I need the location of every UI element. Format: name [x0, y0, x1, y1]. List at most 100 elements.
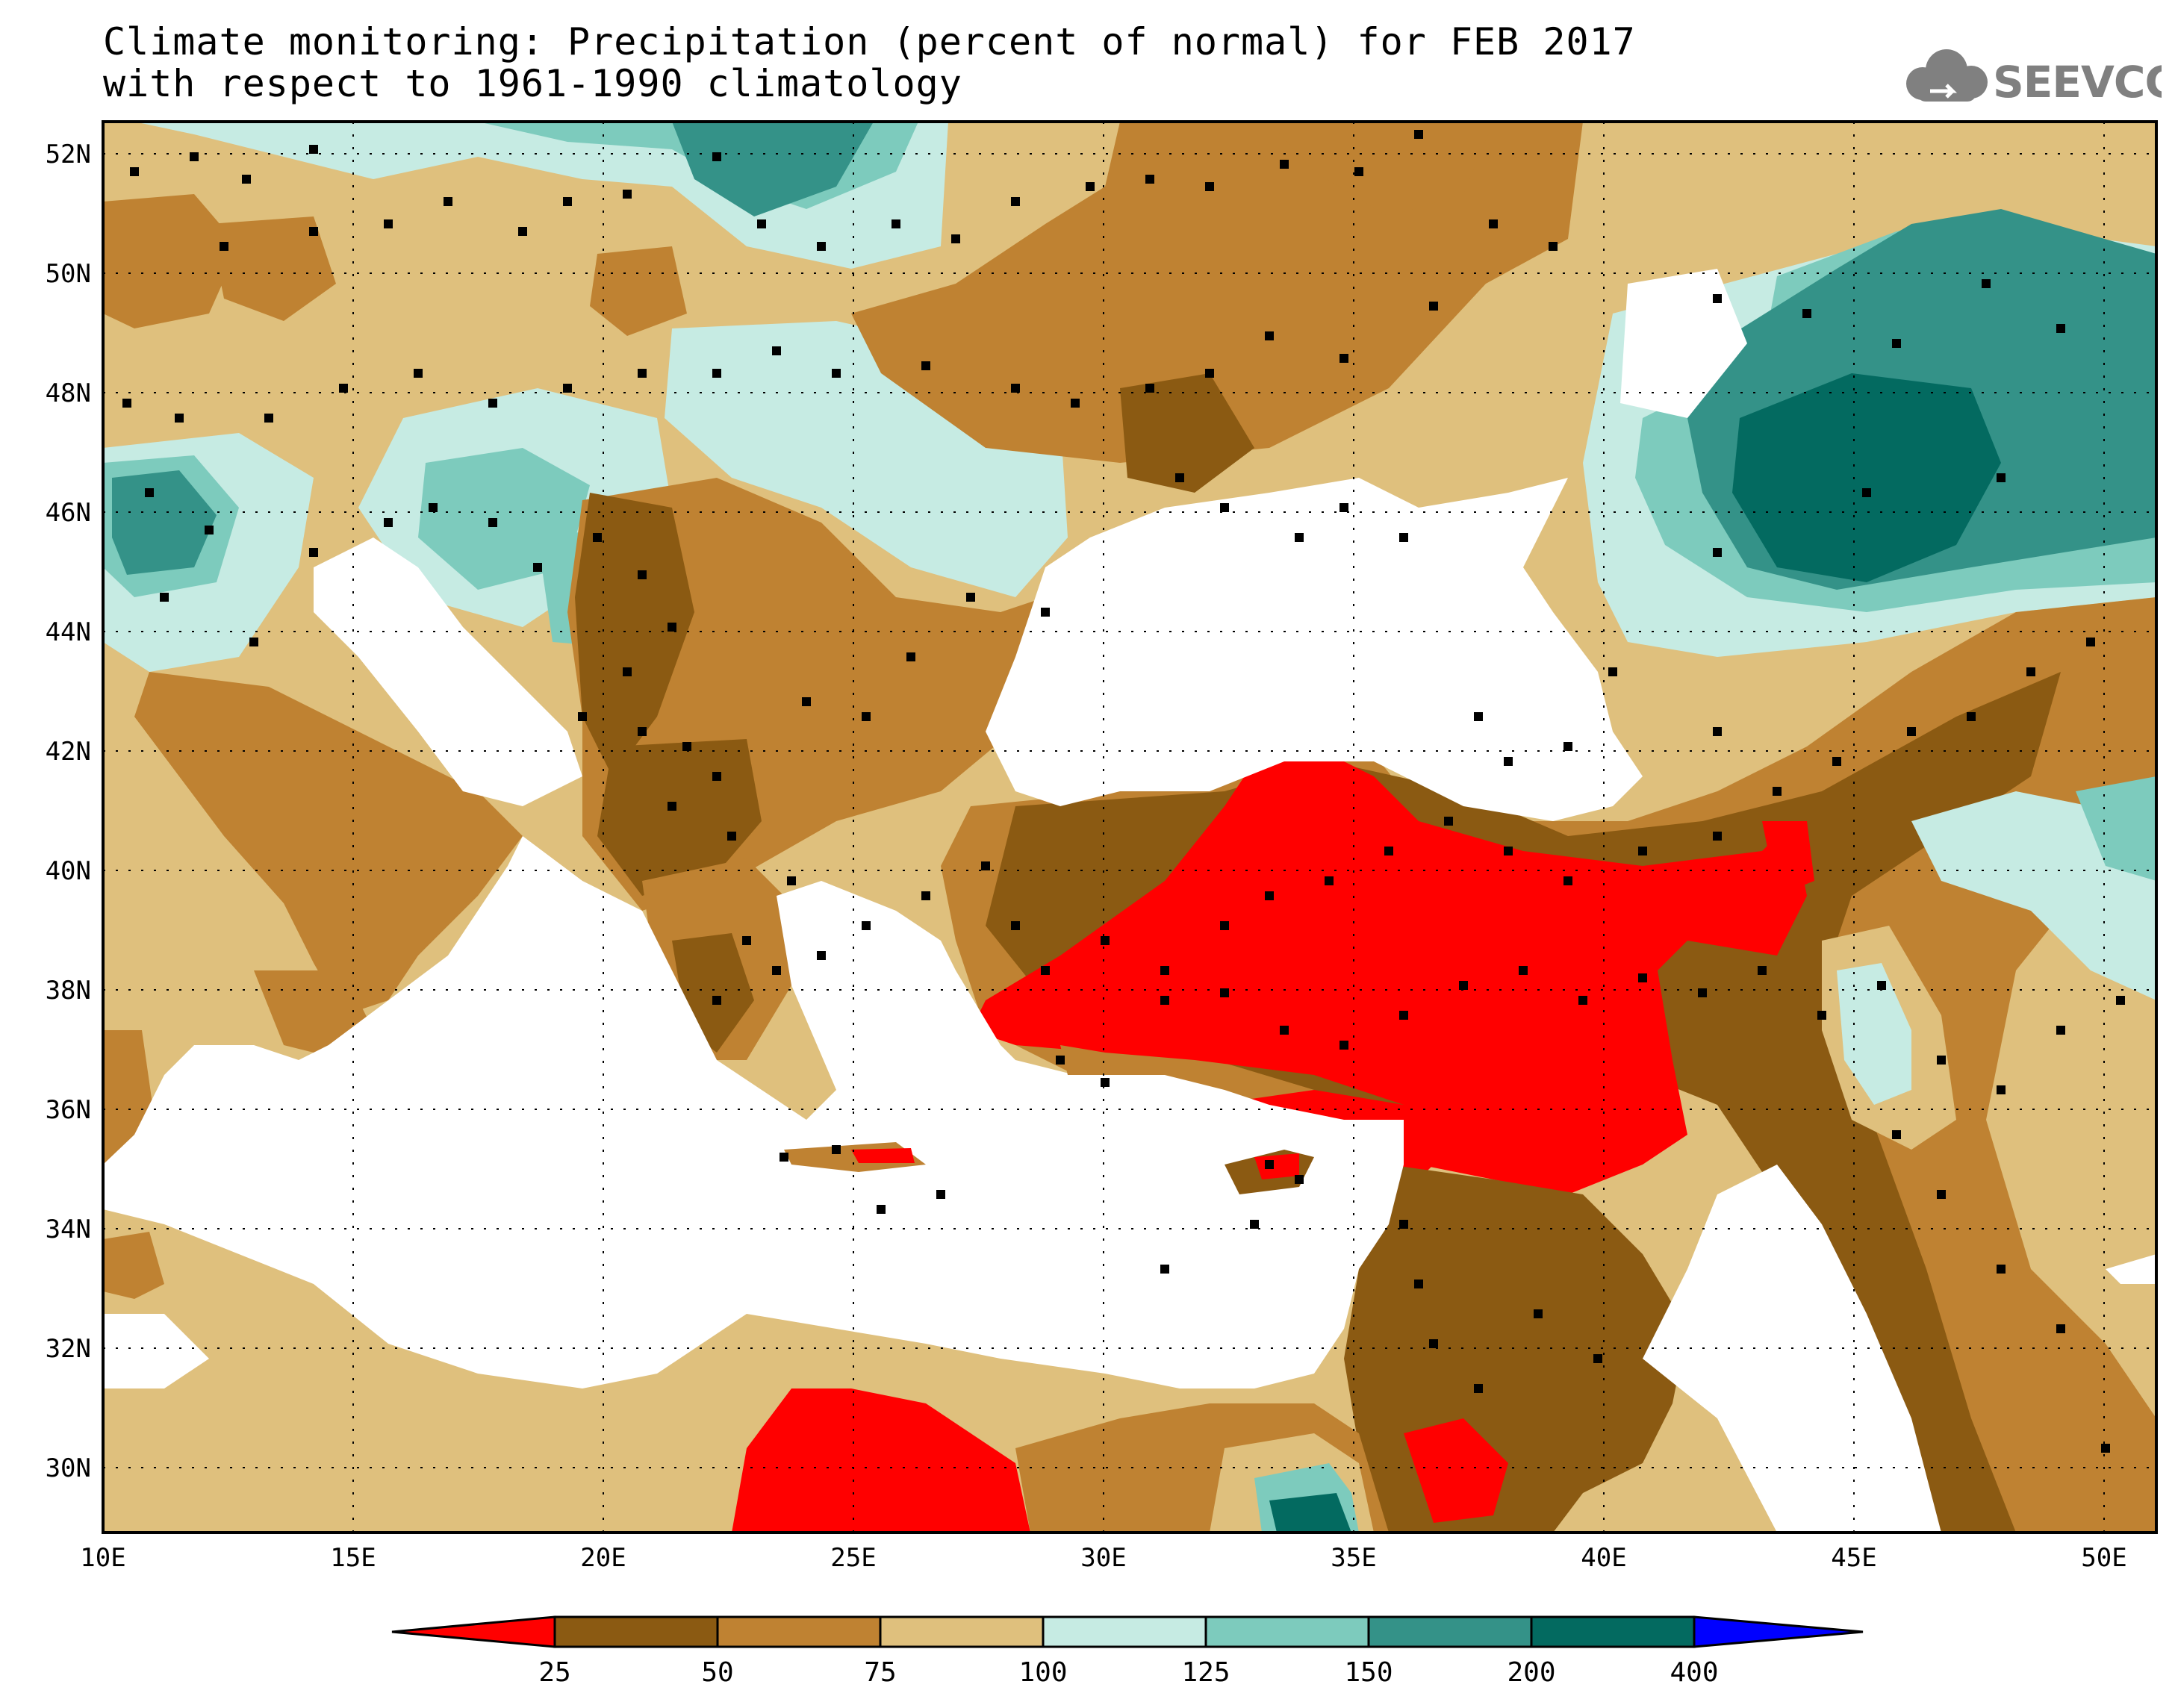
station-marker	[1220, 503, 1229, 512]
station-marker	[175, 414, 184, 423]
station-marker	[1011, 921, 1020, 930]
lon-label-35e: 35E	[1331, 1543, 1376, 1573]
lon-label-30e: 30E	[1080, 1543, 1126, 1573]
station-marker	[892, 219, 900, 228]
station-marker	[712, 152, 721, 161]
station-marker	[712, 996, 721, 1005]
station-marker	[160, 593, 169, 602]
station-marker	[563, 197, 572, 206]
station-marker	[2056, 1026, 2065, 1035]
colorbar-label-150: 150	[1344, 1657, 1393, 1688]
station-marker	[384, 219, 393, 228]
field-red-crete	[851, 1148, 915, 1163]
station-marker	[1265, 1160, 1274, 1169]
title-line-1: Climate monitoring: Precipitation (perce…	[103, 20, 1636, 63]
station-marker	[1175, 473, 1184, 482]
station-marker	[249, 638, 258, 646]
station-marker	[1429, 302, 1438, 311]
station-marker	[1862, 488, 1871, 497]
lat-label-42n: 42N	[46, 737, 91, 767]
station-marker	[772, 346, 781, 355]
station-marker	[772, 966, 781, 975]
station-marker	[1280, 1026, 1289, 1035]
station-marker	[1414, 1280, 1423, 1288]
station-marker	[414, 369, 423, 378]
colorbar-label-75: 75	[864, 1657, 896, 1688]
station-marker	[488, 399, 497, 408]
station-marker	[802, 697, 811, 706]
lat-label-40n: 40N	[46, 856, 91, 886]
station-marker	[1773, 787, 1782, 796]
plot-frame	[102, 120, 2158, 1534]
station-marker	[877, 1205, 886, 1214]
station-marker	[593, 533, 602, 542]
field-brown-nw2	[209, 216, 336, 321]
station-marker	[1399, 1220, 1408, 1229]
colorbar-segment-75-100	[879, 1615, 1045, 1648]
colorbar-label-400: 400	[1670, 1657, 1718, 1688]
field-darkest-teal-sinai	[1269, 1493, 1351, 1533]
colorbar-segment-25-50	[553, 1615, 719, 1648]
colorbar-label-125: 125	[1181, 1657, 1230, 1688]
field-red-jordan	[1404, 1418, 1508, 1523]
station-marker	[1205, 182, 1214, 191]
field-dark-brown-ukraine	[1120, 373, 1254, 493]
station-marker	[862, 712, 871, 721]
nodata-libya-west	[103, 1314, 209, 1388]
station-marker	[1056, 1056, 1065, 1065]
station-marker	[1563, 876, 1572, 885]
station-marker	[190, 152, 199, 161]
station-marker	[1265, 331, 1274, 340]
station-marker	[1638, 973, 1647, 982]
lat-label-34n: 34N	[46, 1215, 91, 1244]
station-marker	[638, 727, 647, 736]
station-marker	[1086, 182, 1095, 191]
station-marker	[1638, 847, 1647, 855]
station-marker	[668, 802, 676, 811]
station-marker	[757, 219, 766, 228]
lat-label-48n: 48N	[46, 378, 91, 408]
station-marker	[1101, 936, 1110, 945]
seevccc-logo: SEEVCCC	[1906, 49, 2162, 107]
station-marker	[1399, 533, 1408, 542]
station-marker	[1877, 981, 1886, 990]
station-marker	[1608, 667, 1617, 676]
station-marker	[1011, 384, 1020, 393]
station-marker	[1071, 399, 1080, 408]
station-marker	[981, 861, 990, 870]
station-marker	[1220, 988, 1229, 997]
lon-label-40e: 40E	[1581, 1543, 1626, 1573]
station-marker	[1698, 988, 1707, 997]
field-nodata-caspian-north	[1620, 269, 1747, 418]
station-marker	[906, 652, 915, 661]
station-marker	[1414, 130, 1423, 139]
field-brown-italy	[134, 672, 523, 1015]
station-marker	[533, 563, 542, 572]
station-marker	[1160, 966, 1169, 975]
colorbar-labels: 25 50 75 100 125 150 200 400	[538, 1657, 1718, 1688]
station-marker	[1937, 1190, 1946, 1199]
field-brown-libya-coast	[103, 1232, 164, 1299]
station-marker	[1474, 1384, 1483, 1393]
lat-label-52n: 52N	[46, 140, 91, 169]
station-marker	[817, 242, 826, 251]
field-brown-poland	[590, 246, 687, 336]
black-sea	[986, 478, 1643, 821]
station-marker	[1713, 832, 1722, 841]
station-marker	[832, 369, 841, 378]
mediterranean-sea	[103, 836, 1404, 1388]
station-marker	[1011, 197, 1020, 206]
station-marker	[1041, 966, 1050, 975]
field-darkest-teal-caspian	[1732, 373, 2001, 582]
colorbar-label-100: 100	[1018, 1657, 1067, 1688]
station-marker	[309, 548, 318, 557]
station-marker	[1205, 369, 1214, 378]
colorbar-segment-below-25	[391, 1615, 556, 1648]
title-line-2: with respect to 1961-1990 climatology	[103, 62, 962, 105]
colorbar-label-200: 200	[1507, 1657, 1555, 1688]
station-marker	[1578, 996, 1587, 1005]
station-marker	[1549, 242, 1558, 251]
station-marker	[205, 526, 214, 534]
station-marker	[1907, 727, 1916, 736]
station-marker	[742, 936, 751, 945]
